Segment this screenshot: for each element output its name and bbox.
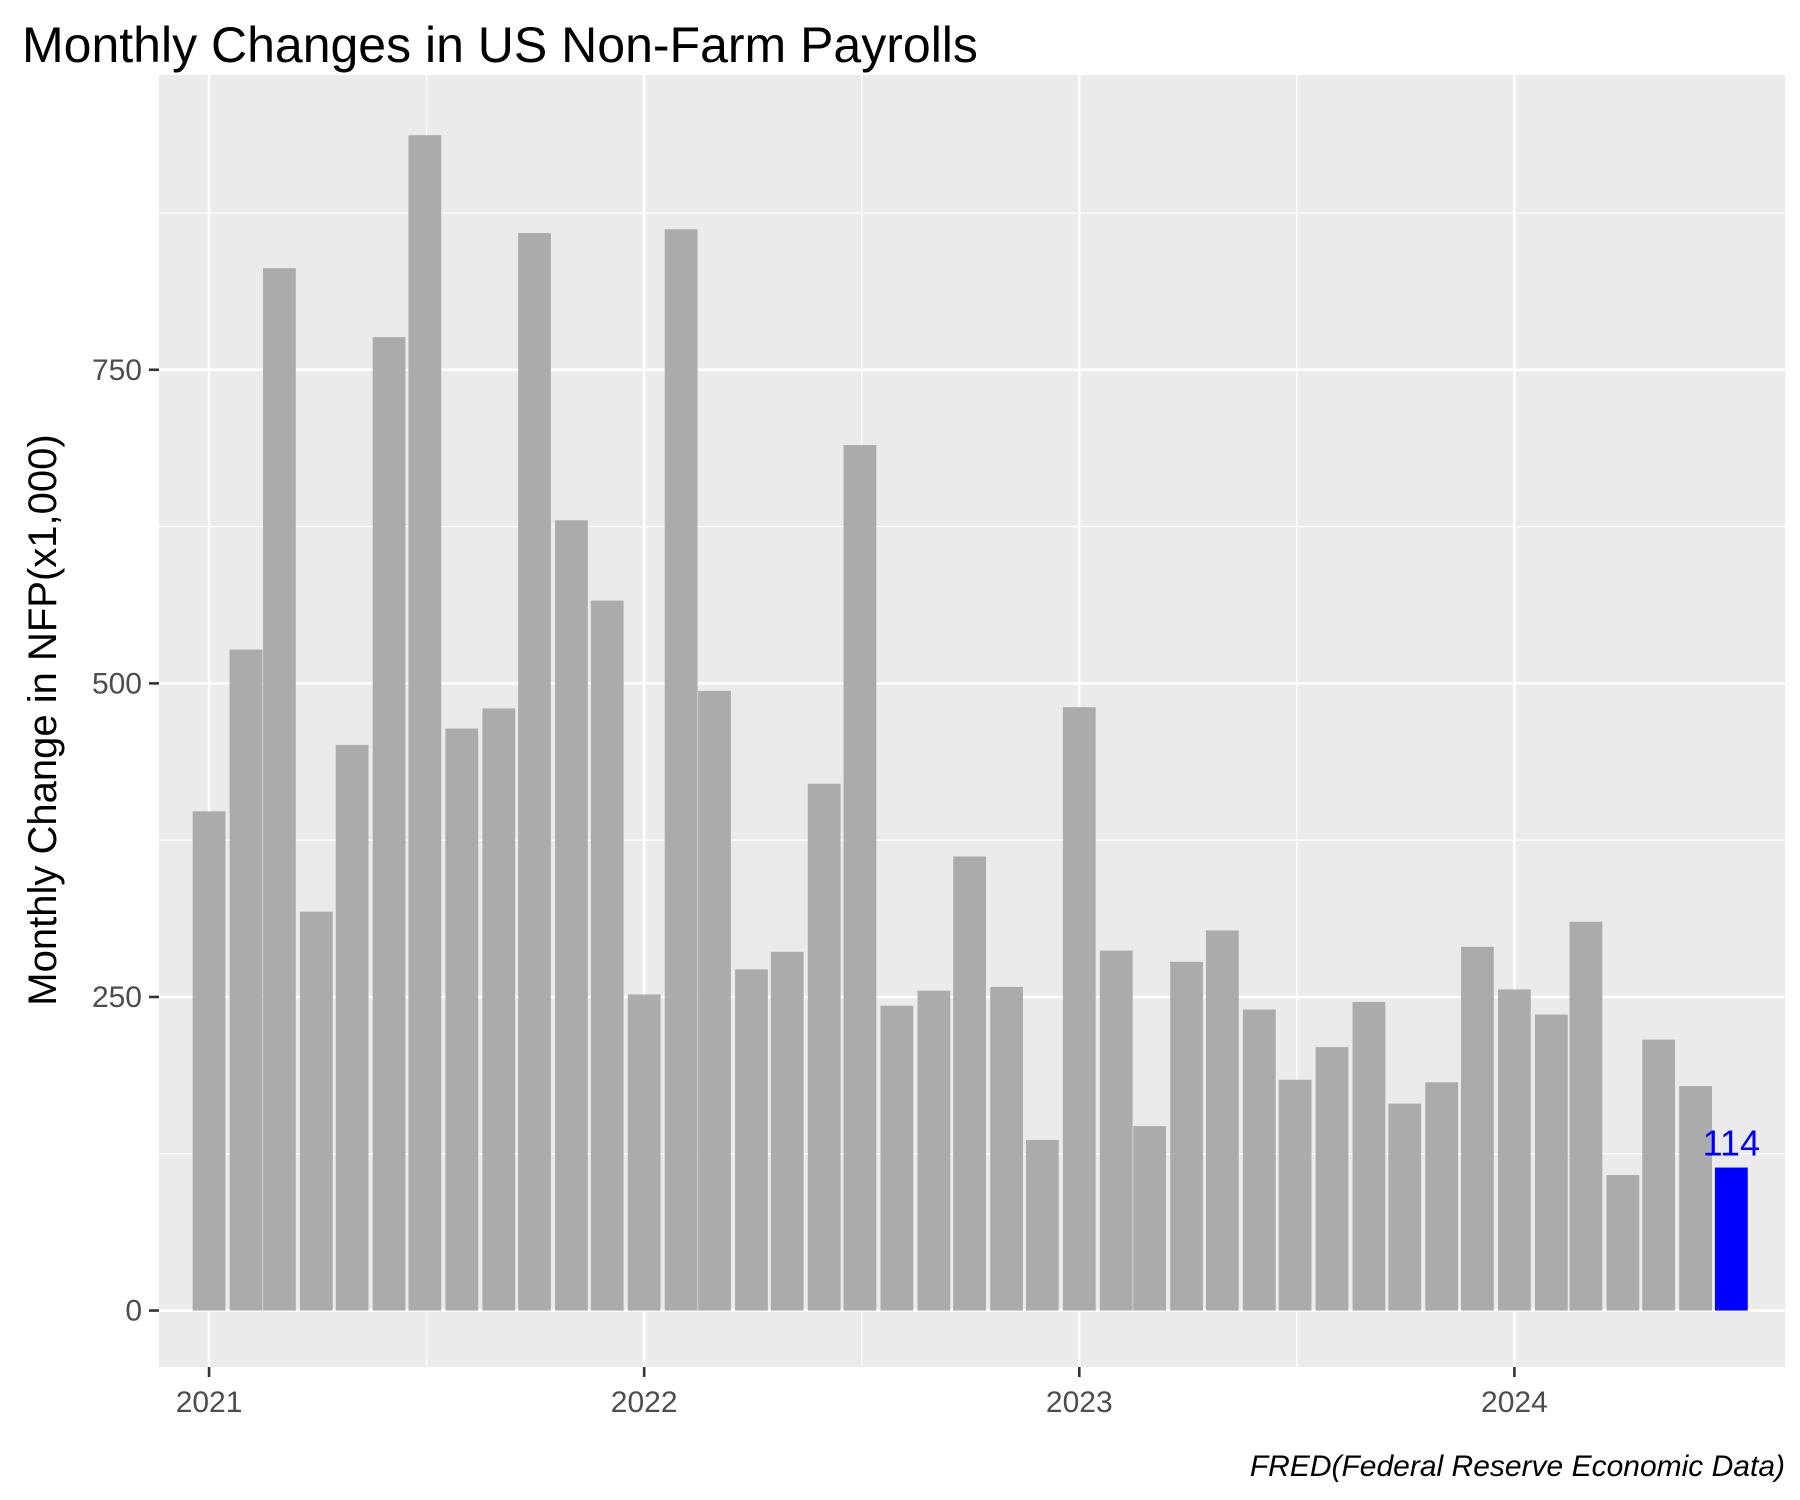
chart-caption: FRED(Federal Reserve Economic Data) [1250, 1450, 1785, 1483]
bar [698, 690, 731, 1311]
bar [1461, 946, 1494, 1311]
bar [555, 520, 588, 1311]
bar [953, 856, 987, 1311]
x-tick-label: 2021 [176, 1386, 243, 1419]
x-tick-label: 2022 [611, 1386, 678, 1419]
chart-title: Monthly Changes in US Non-Farm Payrolls [22, 17, 978, 73]
bar [770, 951, 804, 1311]
bars [192, 135, 1748, 1311]
bar [192, 811, 226, 1311]
bar [1025, 1139, 1059, 1311]
y-tick-label: 750 [92, 354, 142, 387]
bar [1278, 1079, 1312, 1311]
bar [299, 911, 333, 1311]
bar [1352, 1001, 1386, 1311]
bar [263, 268, 296, 1311]
bar [1679, 1086, 1712, 1311]
bar [990, 986, 1023, 1311]
bar [229, 649, 263, 1311]
bar [335, 744, 369, 1311]
y-tick-label: 250 [92, 981, 142, 1014]
y-tick-label: 500 [92, 667, 142, 700]
bar [1498, 989, 1531, 1311]
bar [807, 783, 841, 1311]
bar [482, 708, 516, 1311]
y-tick-label: 0 [125, 1295, 142, 1328]
bar [880, 1005, 914, 1311]
bar [1425, 1082, 1459, 1311]
bar [1242, 1009, 1276, 1311]
bar [1170, 961, 1203, 1311]
bar [590, 600, 624, 1311]
bar [1062, 707, 1096, 1311]
bar [408, 135, 442, 1311]
x-axis: 2021 2022 2023 2024 [176, 1367, 1548, 1419]
bar [1099, 950, 1133, 1311]
bar [843, 445, 877, 1311]
bar [627, 994, 661, 1311]
bar [917, 990, 951, 1311]
y-axis: 0 250 500 750 [92, 354, 159, 1328]
bar [1388, 1103, 1422, 1311]
bar [518, 233, 551, 1311]
bar-highlight [1714, 1167, 1748, 1311]
x-tick-label: 2023 [1046, 1386, 1113, 1419]
bar [664, 229, 698, 1311]
highlight-value-label: 114 [1703, 1123, 1760, 1164]
bar [372, 337, 406, 1311]
x-tick-label: 2024 [1481, 1386, 1548, 1419]
bar [735, 969, 768, 1311]
y-axis-label: Monthly Change in NFP(x1,000) [21, 434, 65, 1005]
bar [1315, 1047, 1349, 1311]
bar [1534, 1014, 1568, 1311]
bar [1205, 930, 1239, 1311]
bar [445, 728, 479, 1311]
bar [1606, 1175, 1640, 1311]
bar [1133, 1126, 1167, 1311]
bar [1569, 921, 1603, 1311]
bar [1642, 1039, 1676, 1311]
